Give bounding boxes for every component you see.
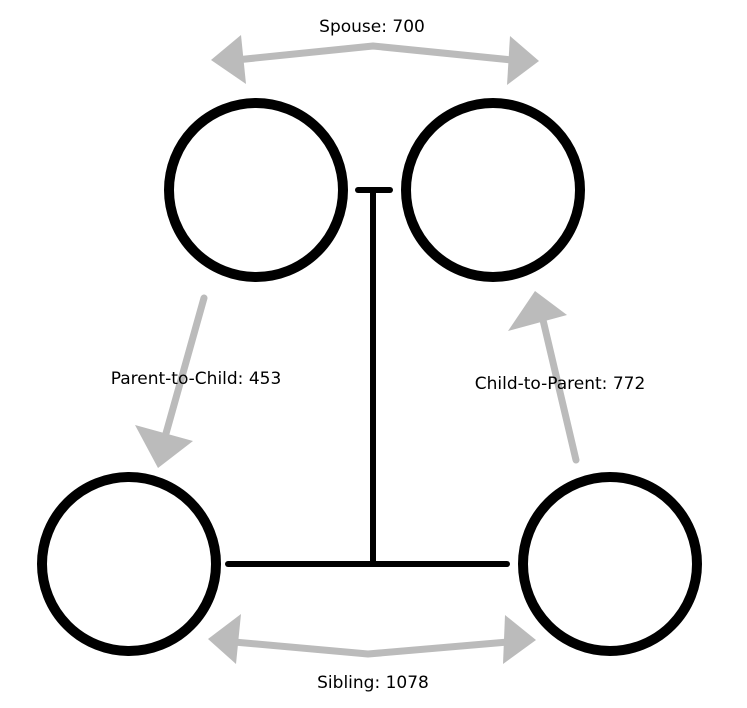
- spouse-label: Spouse: 700: [319, 17, 425, 37]
- child-right-node: [518, 472, 702, 656]
- parent-right-node: [401, 98, 585, 282]
- parent-left-node: [164, 98, 348, 282]
- spouse-arrow-shaft: [235, 42, 513, 64]
- parent-to-child-arrow: [135, 294, 208, 468]
- family-connectors: [225, 187, 510, 567]
- sibling-arrow: [208, 614, 536, 664]
- spouse-arrow-head-right: [507, 36, 539, 85]
- sibling-arrow-head-right: [503, 615, 536, 664]
- child-to-parent-arrow: [508, 291, 580, 464]
- spouse-arrow-head-left: [211, 35, 246, 84]
- child-to-parent-arrow-head: [508, 291, 567, 331]
- parent-to-child-label: Parent-to-Child: 453: [111, 369, 282, 389]
- person-nodes: [37, 98, 702, 656]
- parent-to-child-arrow-shaft: [161, 294, 208, 441]
- sibling-arrow-head-left: [208, 614, 241, 664]
- child-to-parent-label: Child-to-Parent: 772: [475, 374, 646, 394]
- child-to-parent-arrow-shaft: [539, 316, 580, 464]
- sibling-label: Sibling: 1078: [317, 673, 429, 693]
- sibling-arrow-shaft: [233, 638, 509, 658]
- spouse-arrow: [211, 35, 539, 85]
- parent-to-child-arrow-head: [135, 425, 193, 468]
- child-left-node: [37, 472, 221, 656]
